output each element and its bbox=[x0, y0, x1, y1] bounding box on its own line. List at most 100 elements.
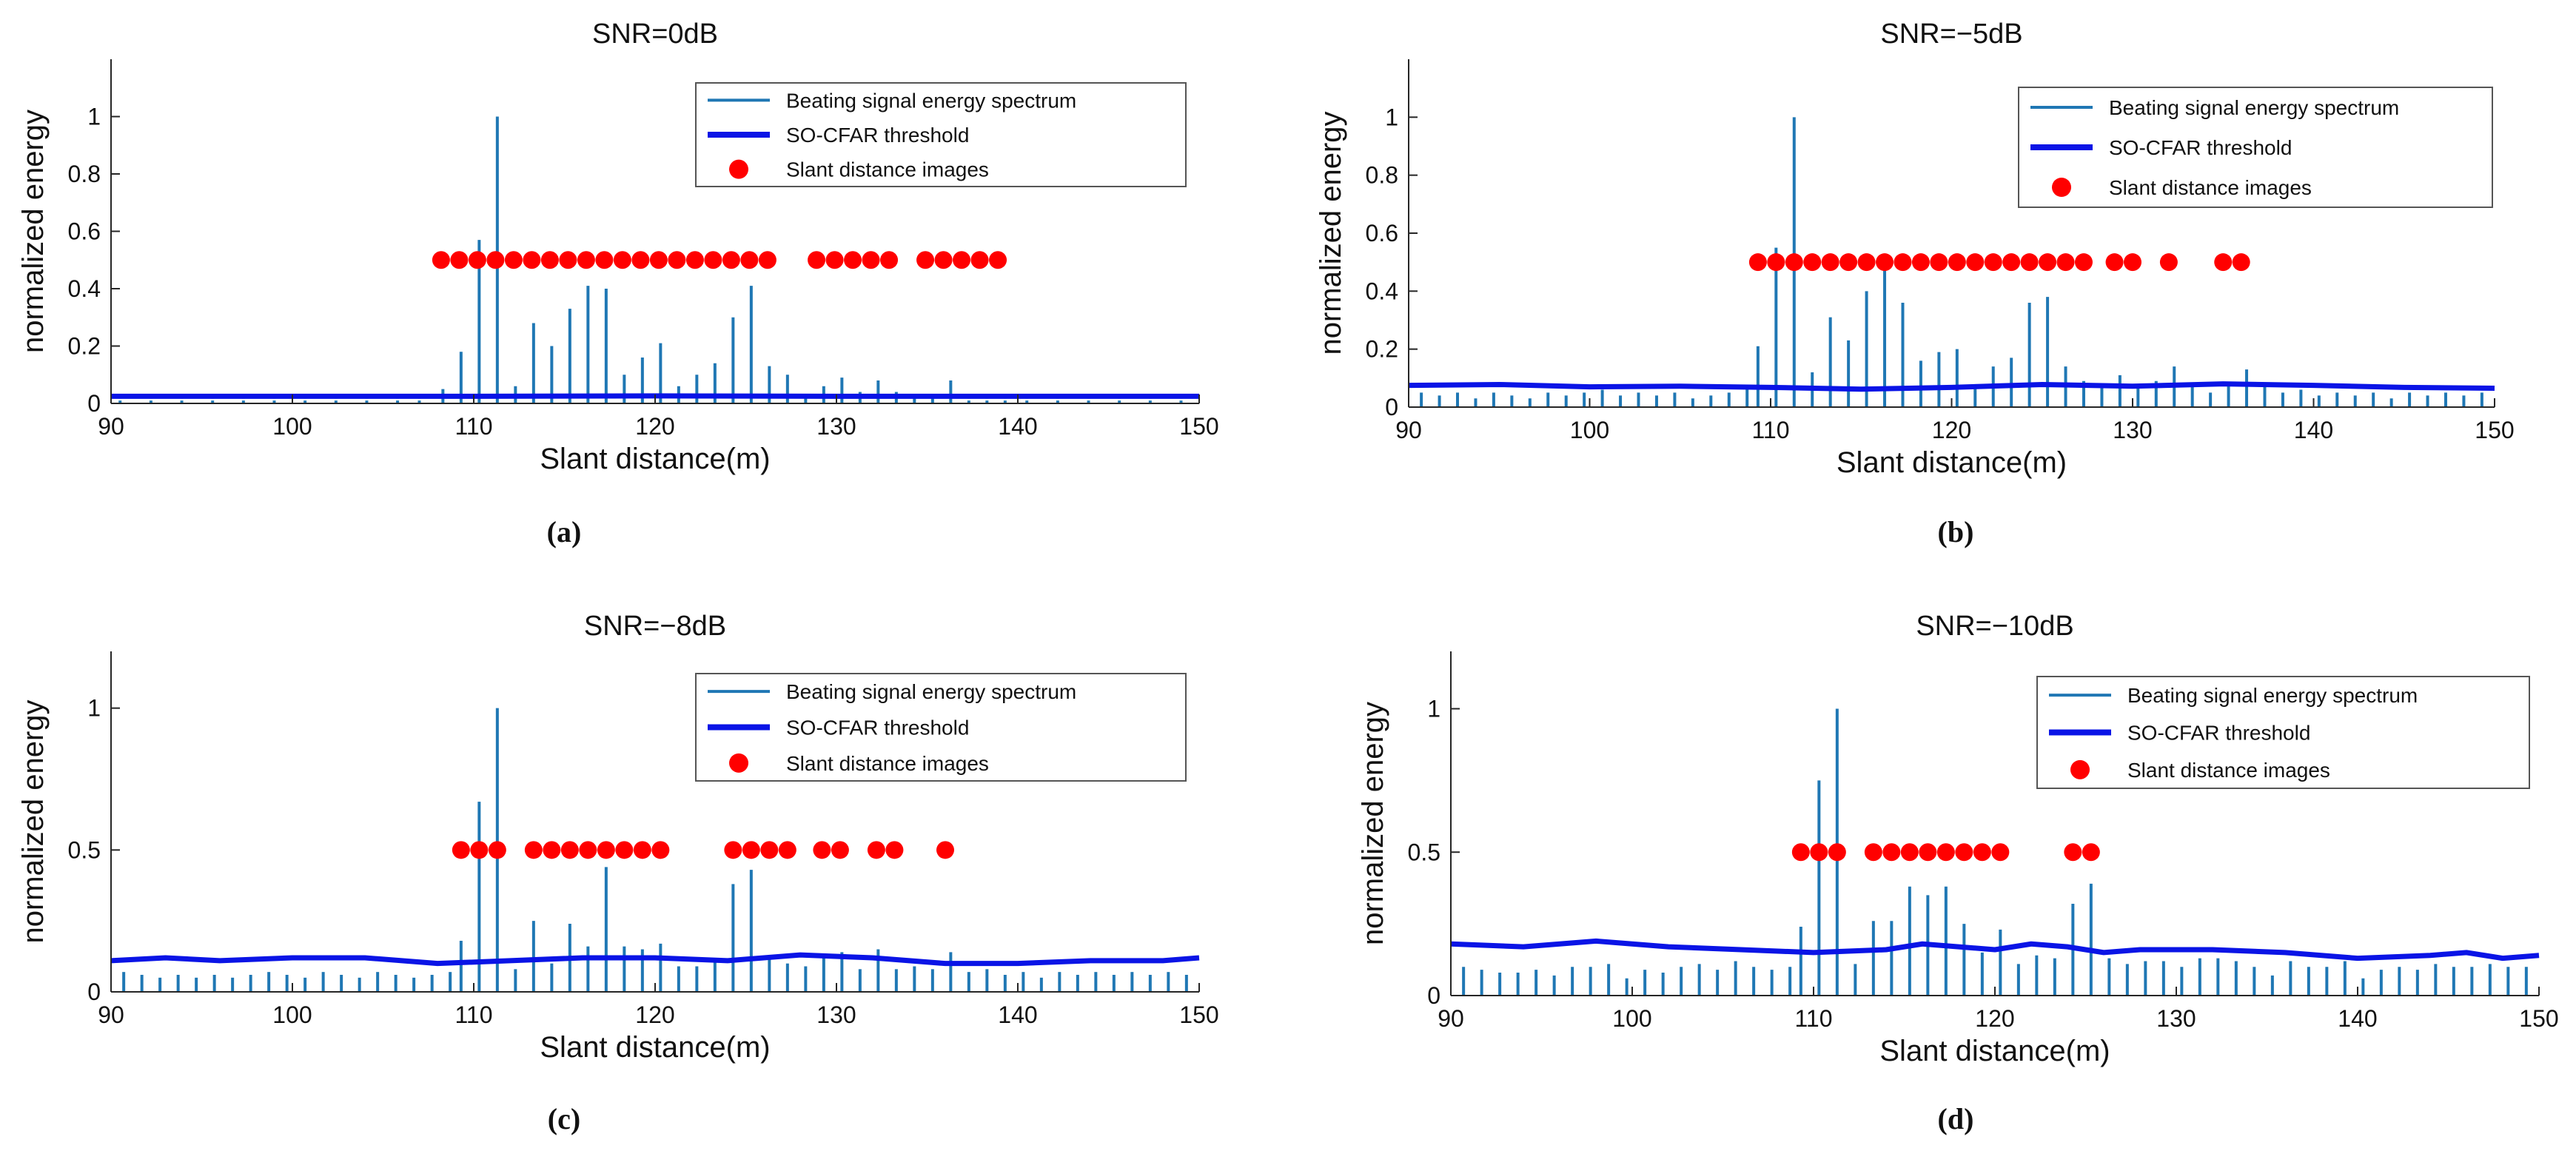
legend-box bbox=[2018, 87, 2493, 208]
x-axis-label: Slant distance(m) bbox=[1879, 1035, 2110, 1067]
y-tick-label: 0.5 bbox=[1408, 839, 1440, 865]
image-marker bbox=[543, 841, 561, 859]
image-marker bbox=[989, 251, 1007, 269]
x-tick-label: 130 bbox=[2113, 417, 2152, 443]
chart-panel-c: SNR=−8dB 90 100 110 120 130 140 150 0 0.5 1 Slant d… bbox=[17, 611, 1219, 1064]
x-tick-label: 150 bbox=[2475, 417, 2514, 443]
image-marker bbox=[1828, 843, 1846, 862]
image-marker bbox=[844, 251, 862, 269]
x-tick-label: 90 bbox=[1395, 417, 1422, 443]
image-marker bbox=[2064, 843, 2082, 862]
chart-title: SNR=0dB bbox=[592, 19, 718, 50]
legend-label-threshold: SO-CFAR threshold bbox=[2109, 136, 2292, 159]
image-marker bbox=[649, 251, 668, 269]
y-tick-label: 0.4 bbox=[68, 275, 101, 302]
image-marker bbox=[488, 841, 506, 859]
image-marker bbox=[2159, 253, 2178, 272]
image-marker bbox=[1791, 843, 1810, 862]
x-axis-label: Slant distance(m) bbox=[1837, 446, 2067, 479]
series-images bbox=[432, 251, 1007, 269]
image-marker bbox=[1748, 253, 1767, 272]
x-tick-label: 140 bbox=[2338, 1005, 2377, 1032]
chart-panel-d: SNR=−10dB 90 100 110 120 130 140 150 0 0.5 1 Slant … bbox=[1357, 611, 2559, 1067]
image-marker bbox=[2214, 253, 2233, 272]
image-marker bbox=[1936, 843, 1955, 862]
y-tick-label: 0.2 bbox=[68, 333, 101, 360]
series-images bbox=[1748, 253, 2250, 272]
image-marker bbox=[778, 841, 796, 859]
image-marker bbox=[1955, 843, 1973, 862]
image-marker bbox=[1821, 253, 1839, 272]
y-axis-label: normalized energy bbox=[1357, 702, 1389, 945]
image-marker bbox=[2074, 253, 2093, 272]
threshold-line bbox=[110, 952, 1200, 967]
x-tick-label: 110 bbox=[455, 413, 492, 440]
image-marker bbox=[524, 841, 543, 859]
legend: Beating signal energy spectrum SO-CFAR th… bbox=[695, 673, 1187, 782]
x-tick-label: 120 bbox=[1975, 1005, 2014, 1032]
y-tick-label: 0.8 bbox=[1366, 162, 1398, 189]
image-marker bbox=[597, 841, 615, 859]
image-marker bbox=[452, 841, 470, 859]
image-marker bbox=[885, 841, 904, 859]
y-tick-label: 0.6 bbox=[68, 218, 101, 245]
image-marker bbox=[1876, 253, 1894, 272]
image-marker bbox=[450, 251, 469, 269]
x-tick-label: 140 bbox=[998, 1001, 1037, 1028]
image-marker bbox=[470, 841, 489, 859]
image-marker bbox=[540, 251, 559, 269]
x-tick-label: 100 bbox=[272, 413, 312, 440]
image-marker bbox=[1919, 843, 1937, 862]
x-tick-label: 150 bbox=[1179, 1001, 1218, 1028]
chart-panel-b: SNR=−5dB 90 100 110 120 130 140 150 0 0.2 0.4 0.6 0.… bbox=[1315, 19, 2515, 479]
image-marker bbox=[559, 251, 577, 269]
image-marker bbox=[2082, 843, 2100, 862]
image-marker bbox=[633, 841, 651, 859]
legend-label-images: Slant distance images bbox=[2127, 759, 2330, 782]
image-marker bbox=[1882, 843, 1901, 862]
y-tick-label: 1 bbox=[1385, 104, 1398, 130]
image-marker bbox=[722, 251, 740, 269]
image-marker bbox=[432, 251, 450, 269]
image-marker bbox=[1973, 843, 1991, 862]
y-tick-label: 0.6 bbox=[1366, 220, 1398, 246]
series-images bbox=[1791, 843, 2100, 862]
image-marker bbox=[825, 251, 844, 269]
x-tick-label: 130 bbox=[816, 1001, 856, 1028]
x-tick-label: 140 bbox=[2294, 417, 2333, 443]
threshold-line bbox=[1450, 938, 2540, 962]
panel-label-b: (b) bbox=[1937, 515, 1974, 548]
x-tick-label: 110 bbox=[455, 1001, 492, 1028]
image-marker bbox=[1911, 253, 1930, 272]
image-marker bbox=[523, 251, 541, 269]
legend-swatch-images bbox=[729, 159, 748, 179]
x-tick-label: 120 bbox=[635, 413, 674, 440]
y-axis-label: normalized energy bbox=[17, 699, 50, 943]
image-marker bbox=[486, 251, 505, 269]
image-marker bbox=[2020, 253, 2039, 272]
image-marker bbox=[880, 251, 899, 269]
image-marker bbox=[504, 251, 523, 269]
panel-label-c: (c) bbox=[547, 1102, 581, 1135]
legend-swatch-images bbox=[2070, 759, 2090, 779]
image-marker bbox=[2002, 253, 2021, 272]
image-marker bbox=[2232, 253, 2250, 272]
panel-label-d: (d) bbox=[1937, 1102, 1974, 1135]
image-marker bbox=[742, 841, 760, 859]
image-marker bbox=[615, 841, 634, 859]
image-marker bbox=[970, 251, 989, 269]
y-tick-label: 0.8 bbox=[68, 161, 101, 187]
image-marker bbox=[1991, 843, 2010, 862]
image-marker bbox=[1767, 253, 1785, 272]
legend-box bbox=[2036, 676, 2530, 789]
chart-title: SNR=−5dB bbox=[1880, 19, 2022, 50]
image-marker bbox=[1864, 843, 1882, 862]
image-marker bbox=[740, 251, 759, 269]
x-tick-label: 100 bbox=[1612, 1005, 1651, 1032]
image-marker bbox=[2056, 253, 2075, 272]
image-marker bbox=[2124, 253, 2141, 272]
image-marker bbox=[1900, 843, 1919, 862]
x-tick-label: 150 bbox=[1179, 413, 1218, 440]
x-tick-label: 100 bbox=[1570, 417, 1609, 443]
